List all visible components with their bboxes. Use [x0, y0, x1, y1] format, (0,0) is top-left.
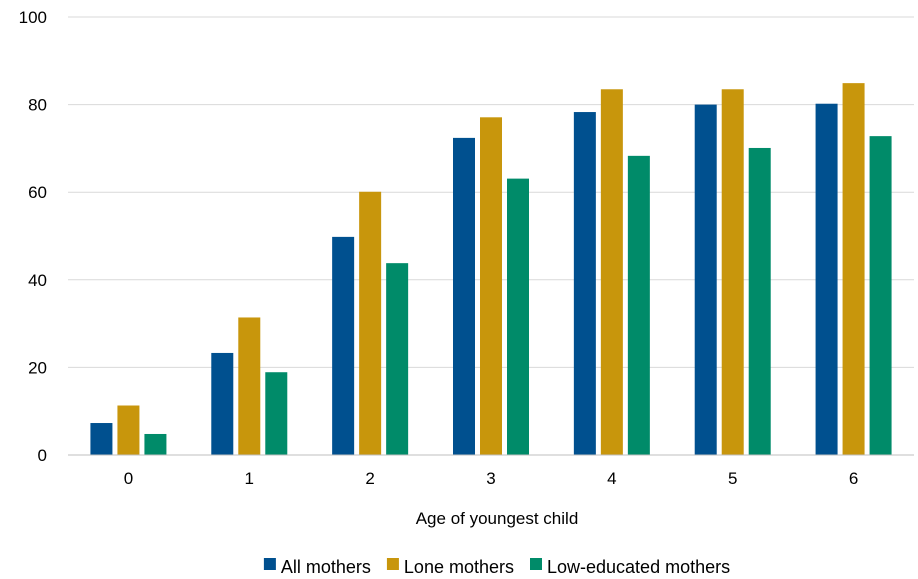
x-tick-label: 2 [365, 469, 374, 488]
bar-all-mothers-4 [573, 112, 596, 456]
bar-all-mothers-6 [815, 103, 838, 455]
x-tick-label: 5 [728, 469, 737, 488]
y-tick-label: 60 [28, 183, 47, 202]
bar-low-educated-mothers-5 [748, 147, 771, 455]
y-tick-label: 0 [38, 446, 47, 465]
bar-all-mothers-0 [90, 423, 113, 455]
x-tick-label: 3 [486, 469, 495, 488]
x-tick-label: 1 [245, 469, 254, 488]
bar-low-educated-mothers-0 [144, 433, 167, 455]
bar-all-mothers-3 [453, 137, 475, 455]
legend-swatch [386, 558, 399, 570]
bar-all-mothers-1 [211, 352, 234, 455]
y-tick-label: 20 [28, 358, 47, 377]
legend-label: Low-educated mothers [547, 557, 730, 577]
y-tick-label: 100 [19, 8, 47, 27]
axes: 0 20 40 60 80 100 0 1 2 3 4 5 6 [19, 8, 914, 488]
bar-lone-mothers-2 [359, 191, 382, 455]
x-tick-label: 6 [849, 469, 858, 488]
bar-lone-mothers-1 [238, 317, 261, 455]
y-tick-label: 80 [28, 96, 47, 115]
bar-low-educated-mothers-3 [507, 178, 529, 455]
bar-lone-mothers-3 [480, 117, 502, 455]
bar-lone-mothers-5 [721, 89, 744, 456]
legend-label: All mothers [281, 557, 371, 577]
x-tick-label: 4 [607, 469, 616, 488]
bar-all-mothers-5 [694, 104, 717, 455]
legend-swatch [530, 558, 542, 570]
y-tick-label: 40 [28, 271, 47, 290]
bar-all-mothers-2 [332, 236, 355, 455]
bar-lone-mothers-4 [600, 89, 623, 456]
bar-low-educated-mothers-6 [869, 136, 892, 456]
bar-lone-mothers-0 [117, 405, 140, 455]
legend-swatch [263, 558, 276, 570]
bar-low-educated-mothers-2 [386, 263, 409, 455]
legend: All mothers Lone mothers Low-educated moth… [263, 557, 730, 577]
bar-low-educated-mothers-1 [265, 372, 288, 455]
bar-lone-mothers-6 [842, 83, 865, 455]
x-tick-label: 0 [124, 469, 133, 488]
bars [90, 83, 892, 456]
legend-label: Lone mothers [404, 557, 514, 577]
bar-low-educated-mothers-4 [627, 155, 650, 455]
x-axis-title: Age of youngest child [416, 509, 579, 528]
